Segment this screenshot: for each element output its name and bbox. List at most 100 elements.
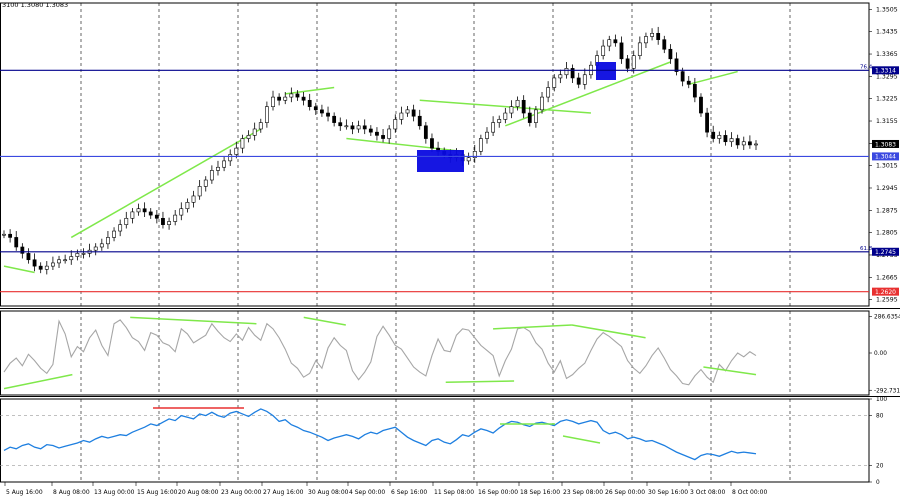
candle-body [509,106,514,114]
candle-body [497,119,502,123]
candle-body [423,125,428,139]
candle-body [264,106,269,123]
x-axis-label: 16 Sep 00:00 [478,489,518,496]
candle-body [307,99,312,107]
candle-body [717,135,722,139]
x-axis-label: 5 Aug 16:00 [6,489,43,496]
oscillator-trendline [571,324,646,339]
candle-body [686,80,691,85]
fib-level-label: 76.4 [860,64,873,70]
candle-body [515,99,520,107]
candle-body [57,259,61,264]
x-axis-label: 18 Sep 16:00 [520,489,560,496]
price-y-tick-label: 1.2875 [876,207,898,214]
candle-body [527,112,532,123]
x-axis-label: 4 Sep 00:00 [349,489,385,496]
candle-body [723,135,728,143]
x-axis-label: 13 Aug 00:00 [94,489,135,496]
candle-body [582,74,587,85]
candle-body [735,138,740,146]
candle-body [106,237,110,245]
price-y-tick-label: 1.3225 [876,96,898,103]
rsi-line [3,408,757,461]
candle-body [485,131,489,139]
candle-body [222,160,226,168]
price-y-tick-label: 1.2595 [876,297,898,304]
candle-body [491,122,496,133]
candle-body [692,84,697,98]
candle-body [552,77,557,88]
trendline [285,86,335,95]
candle-body [375,131,379,136]
trendline [3,265,35,274]
candle-body [283,96,288,101]
x-axis-label: 6 Sep 16:00 [391,489,427,496]
x-axis-label: 8 Aug 08:00 [53,489,90,496]
candle-body [295,93,300,98]
candle-body [387,128,392,139]
candle-body [179,208,184,216]
x-axis-label: 30 Aug 08:00 [308,489,349,496]
rsi-panel-frame [0,398,870,483]
candle-body [271,96,275,107]
candle-body [729,138,734,143]
candle-body [240,138,245,149]
price-level-tag [872,152,899,161]
trendline [505,61,671,127]
trendline [346,137,463,153]
candle-body [344,125,349,128]
candle-body [234,147,239,155]
candle-body [228,154,233,162]
candle-body [521,99,526,114]
candle-body [399,112,404,120]
candle-body [167,221,171,225]
candle-body [662,39,667,50]
zone-box [596,62,616,80]
candle-body [69,256,74,261]
x-axis-label: 26 Sep 00:00 [605,489,645,496]
candle-body [75,253,80,257]
candle-body [26,253,31,261]
candle-body [142,208,147,213]
candle-body [313,106,318,111]
candle-body [136,208,141,213]
zone-box [417,150,464,172]
candle-body [668,48,673,60]
current-price-tag-text: 1.3083 [875,141,896,148]
price-level-tag-text: 1.2620 [875,289,896,296]
candle-body [417,115,422,127]
candle-body [124,217,129,225]
candle-body [674,58,679,72]
price-y-tick-label: 1.3015 [876,163,898,170]
candle-body [2,233,6,236]
x-axis-label: 20 Aug 08:00 [178,489,219,496]
candle-body [619,42,624,60]
candle-body [534,109,538,123]
candle-body [209,170,214,181]
candle-body [216,166,220,171]
x-axis-label: 8 Oct 00:00 [732,489,767,496]
trendline [70,128,262,239]
candle-body [705,112,709,133]
candle-body [466,157,471,162]
candle-body [625,58,630,69]
candle-body [8,233,13,238]
oscillator-trendline [703,366,757,376]
candle-body [478,138,483,152]
candle-body [191,195,196,203]
candle-body [112,230,116,238]
candle-body [558,74,563,79]
candle-body [741,141,746,146]
candle-body [154,214,159,219]
price-level-tag-text: 1.3044 [875,154,896,161]
price-y-tick-label: 1.3365 [876,51,898,58]
candle-body [173,214,178,222]
candle-body [118,224,123,232]
x-axis-label: 23 Sep 08:00 [563,489,603,496]
candle-body [656,32,661,40]
candle-body [197,186,202,197]
candle-body [570,68,575,79]
candle-body [51,262,55,267]
price-level-tag-text: 1.3314 [875,68,896,75]
